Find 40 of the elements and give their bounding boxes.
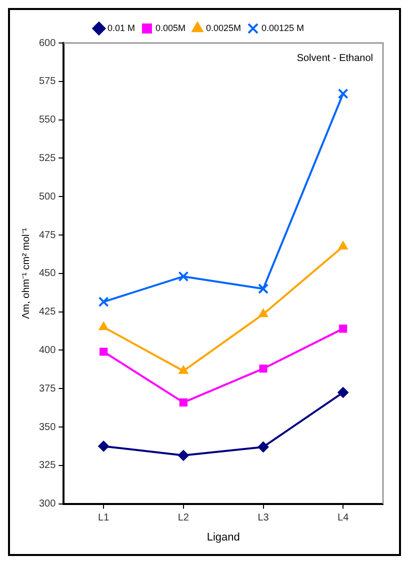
point (178, 365, 188, 374)
x-tick-label: L4 (338, 512, 350, 524)
point (100, 348, 108, 356)
point (338, 386, 349, 398)
y-tick-label: 350 (38, 422, 56, 433)
legend-label: 0.00125 M (262, 22, 304, 33)
y-tick-label: 450 (38, 268, 56, 280)
point (258, 441, 269, 452)
point (259, 364, 268, 373)
point (338, 241, 348, 250)
legend-label: 0.01 M (107, 22, 135, 33)
y-tick-label: 425 (38, 306, 56, 318)
x-tick-label: L3 (258, 512, 270, 524)
point (98, 440, 110, 452)
y-tick-label: 500 (38, 191, 56, 202)
y-tick-label: 575 (38, 76, 56, 88)
point (98, 296, 109, 308)
y-tick-label: 525 (38, 152, 56, 164)
x-axis-title: Ligand (206, 531, 240, 544)
legend-label: 0.0025M (206, 22, 242, 33)
point (98, 322, 108, 330)
point (178, 450, 189, 461)
point (339, 324, 348, 333)
point (258, 308, 268, 318)
legend-label: 0.005M (155, 22, 186, 33)
y-tick-label: 475 (38, 230, 56, 241)
y-tick-label: 375 (38, 383, 56, 394)
y-tick-label: 600 (38, 38, 56, 49)
point (338, 88, 348, 99)
x-tick-label: L2 (178, 512, 190, 524)
y-axis-title: Λm, ohm⁻¹ cm² mol⁻¹ (20, 227, 32, 319)
y-tick-label: 325 (38, 460, 56, 472)
y-tick-label: 550 (38, 114, 56, 126)
y-tick-label: 400 (38, 344, 56, 356)
point (178, 271, 189, 282)
annotation: Solvent - Ethanol (296, 52, 373, 64)
point (258, 284, 268, 294)
point (179, 398, 188, 406)
y-tick-label: 300 (38, 498, 56, 510)
x-tick-label: L1 (98, 512, 110, 524)
